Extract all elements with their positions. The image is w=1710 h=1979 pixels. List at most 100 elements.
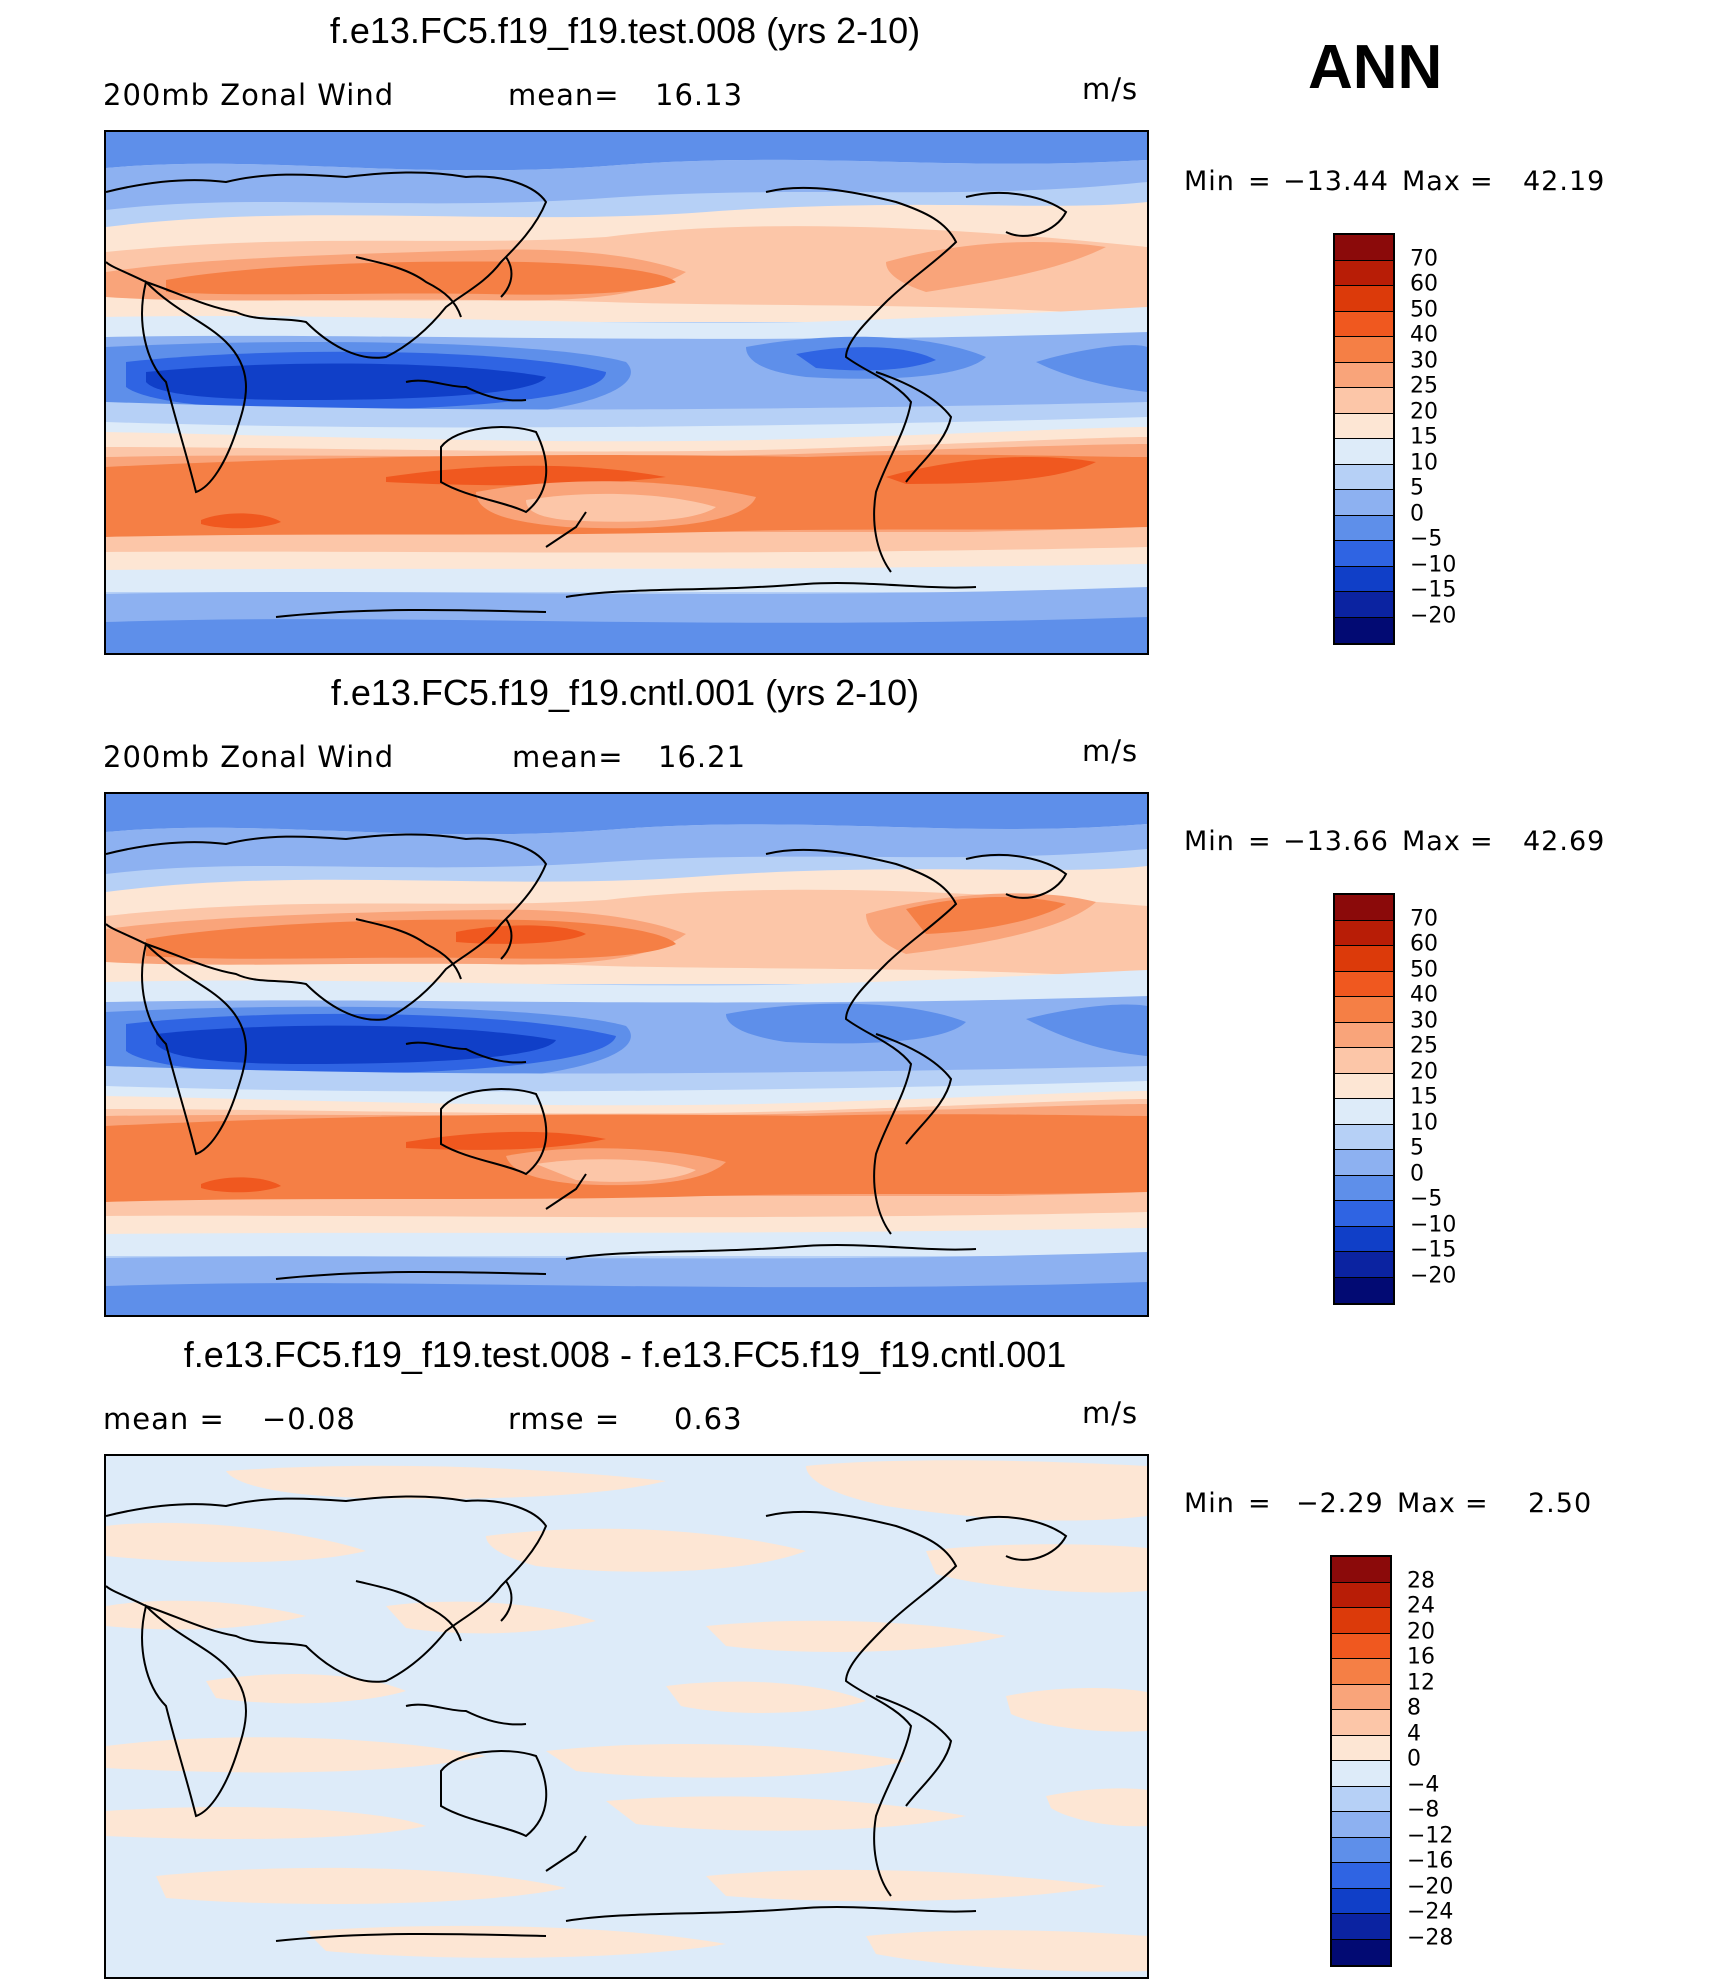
colorbar-swatch <box>1335 490 1393 516</box>
panel-3-rmse-value: 0.63 <box>674 1402 743 1436</box>
panel-1-variable-label: 200mb Zonal Wind <box>103 78 395 112</box>
colorbar-tick-label: 50 <box>1410 957 1438 982</box>
panel-2-units: m/s <box>1082 734 1139 768</box>
colorbar-swatch <box>1335 337 1393 363</box>
colorbar-swatch <box>1335 260 1393 286</box>
colorbar-tick-label: −24 <box>1407 1899 1454 1925</box>
colorbar-swatch <box>1332 1710 1390 1736</box>
colorbar-tick-label: −10 <box>1410 1212 1457 1237</box>
colorbar-swatch <box>1335 311 1393 337</box>
colorbar-tick-label: 0 <box>1410 1161 1424 1186</box>
panel-3-map <box>104 1454 1149 1979</box>
colorbar-swatch <box>1335 362 1393 388</box>
season-label: ANN <box>1308 33 1443 102</box>
colorbar-tick-label: 10 <box>1410 1110 1438 1135</box>
colorbar-swatch <box>1335 1099 1393 1125</box>
colorbar-swatch <box>1335 1124 1393 1150</box>
colorbar-swatch <box>1332 1557 1390 1583</box>
colorbar-tick-label: 5 <box>1410 475 1424 501</box>
colorbar-tick-label: 0 <box>1410 501 1424 526</box>
colorbar-tick-label: 70 <box>1410 906 1438 931</box>
colorbar-tick-label: 20 <box>1410 399 1438 424</box>
panel-1-title: f.e13.FC5.f19_f19.test.008 (yrs 2-10) <box>329 10 921 51</box>
colorbar-swatch <box>1335 946 1393 972</box>
colorbar-tick-label: 15 <box>1410 424 1438 450</box>
panel-1-units: m/s <box>1082 72 1139 106</box>
panel-1-min-value: −13.44 <box>1283 166 1389 197</box>
panel-1-equals-2: = <box>1470 166 1494 197</box>
colorbar-tick-label: −16 <box>1407 1848 1454 1874</box>
panel-1-min-label: Min <box>1184 166 1235 197</box>
colorbar-tick-label: 8 <box>1407 1695 1421 1721</box>
colorbar-swatch <box>1335 997 1393 1023</box>
colorbar-swatch <box>1332 1812 1390 1838</box>
panel-3-min-value: −2.29 <box>1296 1488 1384 1519</box>
panel-3-max-label: Max <box>1397 1488 1456 1519</box>
colorbar-swatch <box>1332 1735 1390 1761</box>
colorbar-swatch <box>1335 1175 1393 1201</box>
colorbar-swatch <box>1335 566 1393 592</box>
colorbar-swatch <box>1335 1150 1393 1176</box>
colorbar-swatch <box>1335 439 1393 465</box>
colorbar-tick-label: 30 <box>1410 1008 1438 1033</box>
panel-3-equals-2: = <box>1465 1488 1489 1519</box>
panel-2-max-value: 42.69 <box>1523 826 1606 857</box>
panel-1-contour-map <box>106 132 1147 653</box>
panel-2-colorbar <box>1333 893 1395 1305</box>
colorbar-swatch <box>1332 1761 1390 1787</box>
panel-2-mean-label: mean= <box>512 740 624 774</box>
colorbar-tick-label: 12 <box>1407 1670 1435 1695</box>
panel-3-max-value: 2.50 <box>1528 1488 1593 1519</box>
colorbar-tick-label: 40 <box>1410 322 1438 348</box>
panel-1-mean-label: mean= <box>508 78 620 112</box>
colorbar-tick-label: −12 <box>1407 1823 1454 1848</box>
colorbar-tick-label: −20 <box>1407 1874 1454 1899</box>
panel-2-equals-2: = <box>1470 826 1494 857</box>
colorbar-tick-label: 50 <box>1410 297 1438 322</box>
panel-3-mean-value: −0.08 <box>262 1402 356 1436</box>
panel-3-colorbar <box>1330 1555 1392 1967</box>
panel-3-mean-label: mean = <box>103 1402 225 1436</box>
colorbar-tick-label: 15 <box>1410 1084 1438 1110</box>
panel-2-min-label: Min <box>1184 826 1235 857</box>
colorbar-swatch <box>1335 464 1393 490</box>
panel-1-colorbar-labels: 70 60 50 40 30 25 20 15 10 5 0 −5 −10 −15 −20 <box>1410 233 1490 645</box>
colorbar-tick-label: 60 <box>1410 931 1438 957</box>
panel-3-colorbar-labels: 28 24 20 16 12 8 4 0 −4 −8 −12 −16 −20 −24 −28 <box>1407 1555 1487 1967</box>
colorbar-tick-label: −20 <box>1410 1263 1457 1288</box>
colorbar-swatch <box>1335 1277 1393 1303</box>
colorbar-tick-label: 25 <box>1410 1033 1438 1059</box>
panel-1-mean-value: 16.13 <box>655 78 744 112</box>
colorbar-swatch <box>1335 895 1393 921</box>
colorbar-swatch <box>1335 592 1393 618</box>
colorbar-swatch <box>1335 388 1393 414</box>
panel-2-contour-map <box>106 794 1147 1315</box>
colorbar-tick-label: 20 <box>1410 1059 1438 1084</box>
panel-2-mean-value: 16.21 <box>658 740 747 774</box>
panel-3-contour-map <box>106 1456 1147 1977</box>
colorbar-tick-label: −15 <box>1410 1237 1457 1263</box>
panel-2-min-value: −13.66 <box>1283 826 1389 857</box>
panel-3-title: f.e13.FC5.f19_f19.test.008 - f.e13.FC5.f… <box>183 1334 1067 1375</box>
panel-1-colorbar <box>1333 233 1395 645</box>
colorbar-swatch <box>1335 1073 1393 1099</box>
colorbar-tick-label: 24 <box>1407 1593 1435 1619</box>
colorbar-swatch <box>1332 1608 1390 1634</box>
colorbar-tick-label: −5 <box>1410 1186 1443 1212</box>
colorbar-swatch <box>1335 235 1393 261</box>
panel-2-equals-1: = <box>1248 826 1272 857</box>
colorbar-swatch <box>1335 413 1393 439</box>
panel-2-variable-label: 200mb Zonal Wind <box>103 740 395 774</box>
colorbar-swatch <box>1332 1786 1390 1812</box>
colorbar-swatch <box>1332 1582 1390 1608</box>
colorbar-tick-label: 10 <box>1410 450 1438 475</box>
panel-3-equals-1: = <box>1248 1488 1272 1519</box>
colorbar-tick-label: 28 <box>1407 1568 1435 1593</box>
colorbar-tick-label: 60 <box>1410 271 1438 297</box>
colorbar-tick-label: 30 <box>1410 348 1438 373</box>
colorbar-swatch <box>1332 1914 1390 1940</box>
colorbar-swatch <box>1335 920 1393 946</box>
panel-1-equals-1: = <box>1248 166 1272 197</box>
panel-2-colorbar-labels: 70 60 50 40 30 25 20 15 10 5 0 −5 −10 −15 −20 <box>1410 893 1490 1305</box>
colorbar-swatch <box>1332 1684 1390 1710</box>
